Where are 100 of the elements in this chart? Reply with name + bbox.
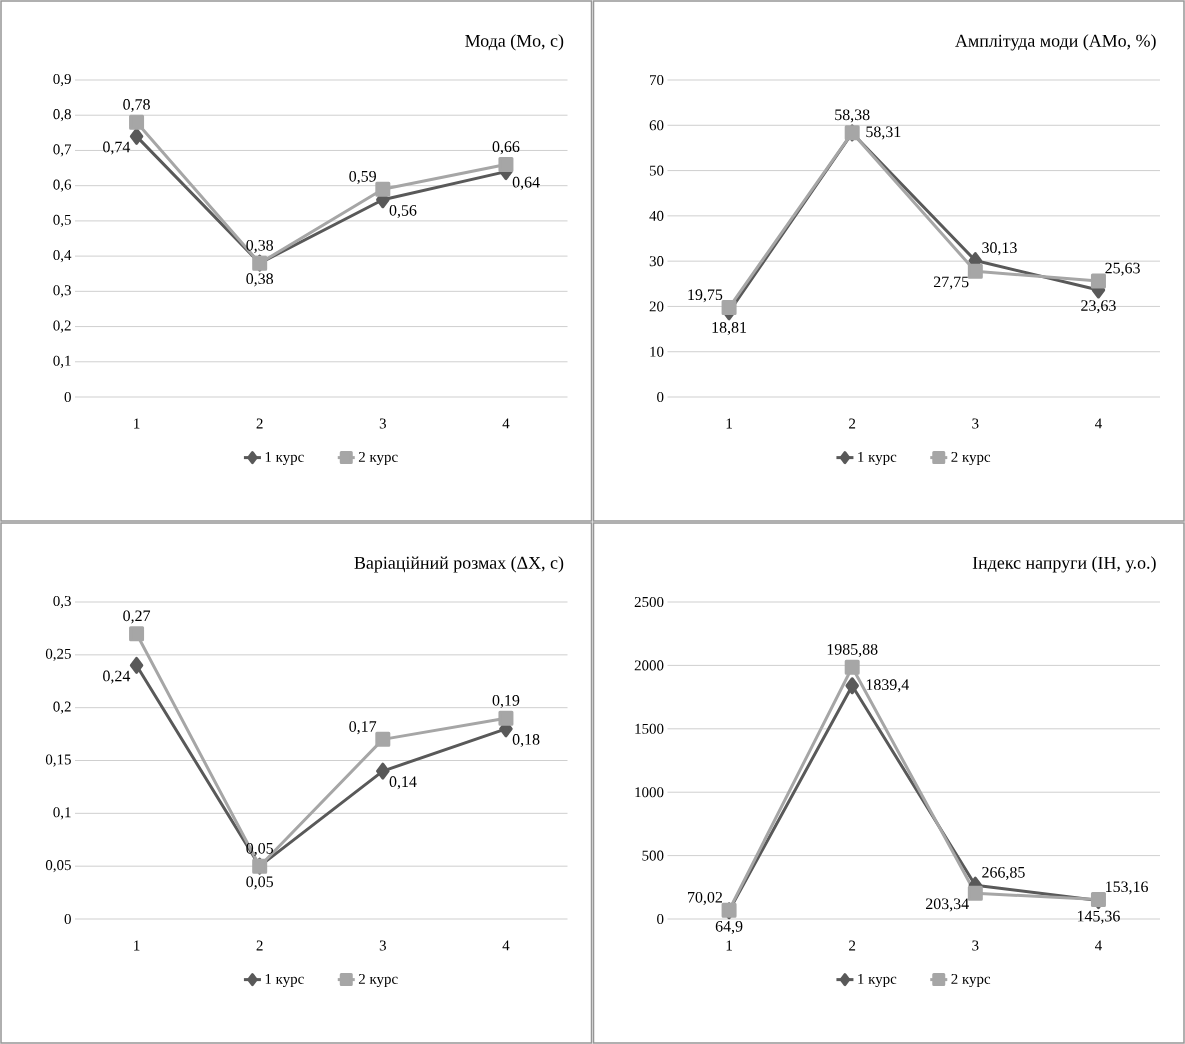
point <box>721 300 737 316</box>
point <box>498 157 514 173</box>
x-tick-label: 1 <box>134 940 140 951</box>
chart-title: Амплітуда моди (AMo, %) <box>955 34 1156 51</box>
data-label: 153,16 <box>1106 881 1149 895</box>
chart-title: Варіаційний розмах (ΔX, c) <box>354 556 564 573</box>
y-tick-label: 0,05 <box>45 860 71 873</box>
y-tick-label: 0 <box>64 913 71 925</box>
data-label: 0,38 <box>246 239 274 253</box>
x-tick-label: 2 <box>849 940 856 951</box>
data-label: 0,19 <box>492 695 520 709</box>
y-tick-label: 0,2 <box>53 320 71 333</box>
data-label: 0,05 <box>246 842 274 856</box>
point <box>1090 273 1106 289</box>
point <box>375 181 391 197</box>
legend-label: 2 курс <box>951 451 991 466</box>
data-label: 203,34 <box>925 898 969 912</box>
point <box>845 677 859 695</box>
legend-label: 2 курс <box>358 973 398 988</box>
x-tick-label: 1 <box>726 418 732 429</box>
y-tick-label: 0 <box>657 913 664 925</box>
data-label: 19,75 <box>688 289 723 303</box>
point <box>375 731 391 747</box>
y-tick-label: 500 <box>642 850 664 861</box>
legend-label: 1 курс <box>858 451 897 466</box>
y-tick-label: 0,7 <box>53 144 72 157</box>
y-tick-label: 0,3 <box>53 595 71 609</box>
chart-title: Індекс напруги (IH, у.о.) <box>972 556 1156 573</box>
y-tick-label: 70 <box>650 74 664 86</box>
legend-label: 2 курс <box>358 451 398 466</box>
data-label: 0,59 <box>349 170 376 184</box>
data-label: 0,18 <box>512 734 540 748</box>
y-tick-label: 1000 <box>635 787 664 798</box>
data-label: 0,27 <box>123 610 151 624</box>
data-label: 145,36 <box>1077 910 1120 924</box>
data-label: 25,63 <box>1105 262 1140 276</box>
data-label: 0,78 <box>123 99 150 113</box>
x-tick-label: 3 <box>972 940 979 951</box>
y-tick-label: 60 <box>649 120 664 131</box>
y-tick-label: 10 <box>650 346 664 357</box>
data-label: 0,14 <box>389 776 417 790</box>
data-label: 27,75 <box>933 276 969 290</box>
data-label: 0,56 <box>389 204 417 219</box>
data-label: 0,24 <box>103 670 131 684</box>
y-tick-label: 0,1 <box>53 807 71 820</box>
x-tick-label: 3 <box>379 418 386 429</box>
data-label: 0,05 <box>246 876 274 890</box>
y-tick-label: 1500 <box>635 723 664 734</box>
point <box>844 659 860 675</box>
y-tick-label: 0,15 <box>45 754 71 767</box>
y-tick-label: 30 <box>649 256 664 267</box>
y-tick-label: 0,1 <box>53 355 71 368</box>
point <box>967 885 983 901</box>
data-label: 64,9 <box>715 920 743 934</box>
y-tick-label: 0 <box>64 391 71 403</box>
y-tick-label: 0 <box>657 391 664 403</box>
x-tick-label: 2 <box>256 940 263 951</box>
y-tick-label: 0,6 <box>53 179 72 192</box>
x-tick-label: 1 <box>726 940 732 951</box>
data-label: 0,38 <box>246 273 274 287</box>
data-label: 0,64 <box>512 176 540 190</box>
data-label: 0,17 <box>349 721 377 735</box>
data-label: 58,38 <box>835 109 870 123</box>
x-tick-label: 2 <box>256 418 263 429</box>
data-label: 0,74 <box>103 141 131 155</box>
y-tick-label: 0,5 <box>53 214 71 228</box>
x-tick-label: 2 <box>849 418 856 429</box>
data-label: 58,31 <box>866 126 901 140</box>
x-tick-label: 4 <box>502 940 510 951</box>
y-tick-label: 0,8 <box>53 109 71 122</box>
legend-label: 1 курс <box>265 973 304 988</box>
y-tick-label: 0,25 <box>45 648 71 661</box>
point <box>376 762 390 780</box>
y-tick-label: 2500 <box>634 596 664 608</box>
x-tick-label: 3 <box>379 940 386 951</box>
data-label: 18,81 <box>712 322 747 336</box>
y-tick-label: 20 <box>649 301 664 312</box>
legend-label: 1 курс <box>265 451 304 466</box>
y-tick-label: 0,2 <box>53 701 71 714</box>
x-tick-label: 4 <box>1095 940 1102 951</box>
x-tick-label: 1 <box>134 418 140 429</box>
x-tick-label: 3 <box>972 418 979 429</box>
x-tick-label: 4 <box>1095 418 1102 429</box>
y-tick-label: 40 <box>649 210 664 221</box>
point <box>967 263 983 279</box>
legend-label: 2 курс <box>951 973 991 988</box>
data-label: 266,85 <box>982 866 1025 880</box>
point <box>129 114 145 130</box>
legend-label: 1 курс <box>858 973 897 988</box>
y-tick-label: 50 <box>649 165 664 176</box>
y-tick-label: 0,9 <box>53 73 71 87</box>
y-tick-label: 0,4 <box>53 250 72 263</box>
chart-title: Мода (Mo, c) <box>465 34 564 51</box>
x-tick-label: 4 <box>502 418 510 429</box>
y-tick-label: 0,3 <box>53 285 71 298</box>
data-label: 70,02 <box>688 891 722 905</box>
y-tick-label: 2000 <box>634 660 664 671</box>
data-label: 23,63 <box>1081 300 1116 314</box>
point <box>129 127 144 145</box>
data-label: 1985,88 <box>827 643 878 657</box>
